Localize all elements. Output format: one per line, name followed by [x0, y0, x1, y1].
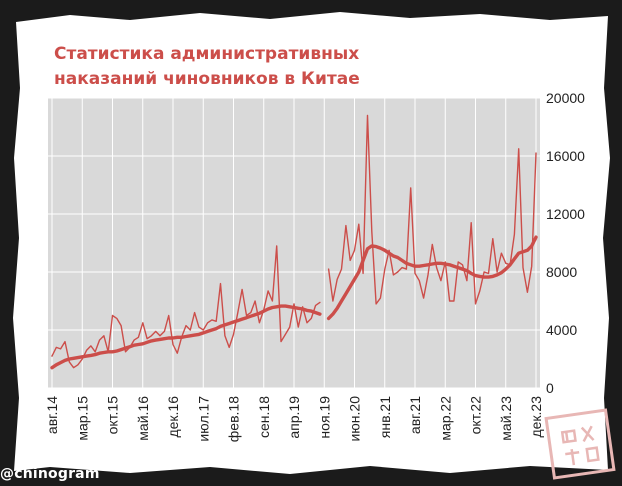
x-tick-label: авг.21: [407, 396, 423, 434]
monthly-line: [51, 114, 537, 369]
series-lines: [50, 114, 538, 370]
x-tick-label: апр.19: [286, 396, 302, 439]
x-tick-label: дек.23: [528, 396, 544, 438]
watermark-handle: @chinogram: [0, 466, 100, 482]
y-tick-label: 8000: [546, 264, 577, 280]
x-tick-label: июн.20: [347, 396, 363, 442]
x-tick-label: дек.16: [165, 396, 181, 438]
chart-title: Статистика административных наказаний чи…: [54, 44, 360, 89]
x-tick-label: май.23: [498, 396, 514, 441]
y-tick-label: 16000: [546, 148, 585, 164]
y-tick-label: 4000: [546, 322, 577, 338]
x-tick-label: мар.15: [74, 396, 90, 441]
x-tick-label: янв.21: [377, 396, 393, 438]
trend-line: [50, 235, 538, 370]
x-tick-label: сен.18: [256, 396, 272, 438]
x-tick-label: окт.22: [468, 396, 484, 435]
y-axis-tick-labels: 0 4000 8000 12000 16000 20000: [546, 90, 585, 396]
x-tick-label: авг.14: [44, 396, 60, 434]
x-tick-label: июл.17: [195, 396, 211, 442]
y-tick-label: 0: [546, 380, 554, 396]
seal-stamp: [544, 408, 616, 480]
y-tick-label: 20000: [546, 90, 585, 106]
x-axis-tick-labels: авг.14 мар.15 окт.15 май.16 дек.16 июл.17 фев.…: [44, 396, 544, 442]
x-tick-label: мар.22: [437, 396, 453, 441]
x-tick-label: окт.15: [105, 396, 121, 435]
x-tick-label: ноя.19: [316, 396, 332, 439]
x-tick-label: фев.18: [226, 396, 242, 442]
x-tick-label: май.16: [135, 396, 151, 441]
y-tick-label: 12000: [546, 206, 585, 222]
gridlines: [48, 97, 540, 389]
